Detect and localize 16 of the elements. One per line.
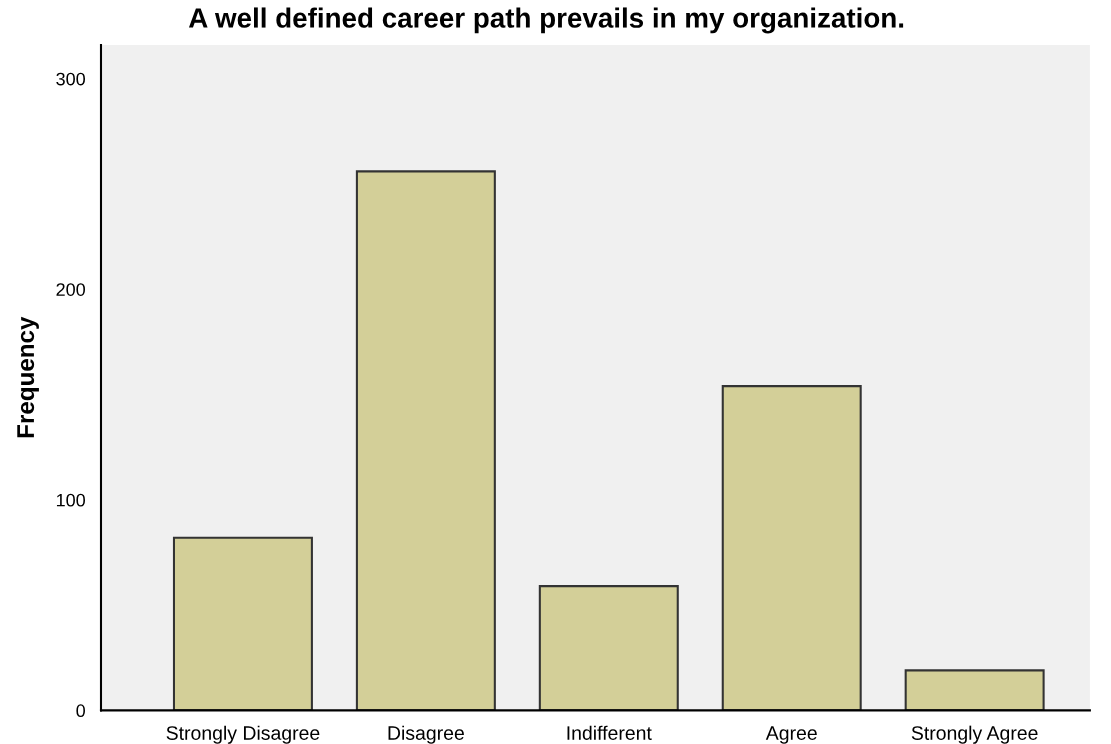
y-axis-title: Frequency — [17, 316, 39, 438]
x-tick-label: Strongly Agree — [911, 725, 1038, 744]
x-tick-label: Strongly Disagree — [166, 725, 320, 744]
x-tick-label: Agree — [765, 726, 817, 744]
bar — [721, 385, 862, 711]
y-tick-label: 100 — [56, 493, 86, 507]
x-tick-label: Indifferent — [567, 725, 652, 740]
y-tick-label: 200 — [56, 283, 86, 296]
y-tick-label: 0 — [76, 704, 86, 718]
bar — [904, 669, 1045, 711]
bar — [172, 536, 313, 711]
y-tick-label: 300 — [56, 72, 86, 86]
bar — [538, 585, 679, 711]
chart-title: A well defined career path prevails in my organization. — [188, 7, 904, 34]
bar — [355, 170, 496, 711]
x-tick-label: Disagree — [388, 725, 464, 744]
